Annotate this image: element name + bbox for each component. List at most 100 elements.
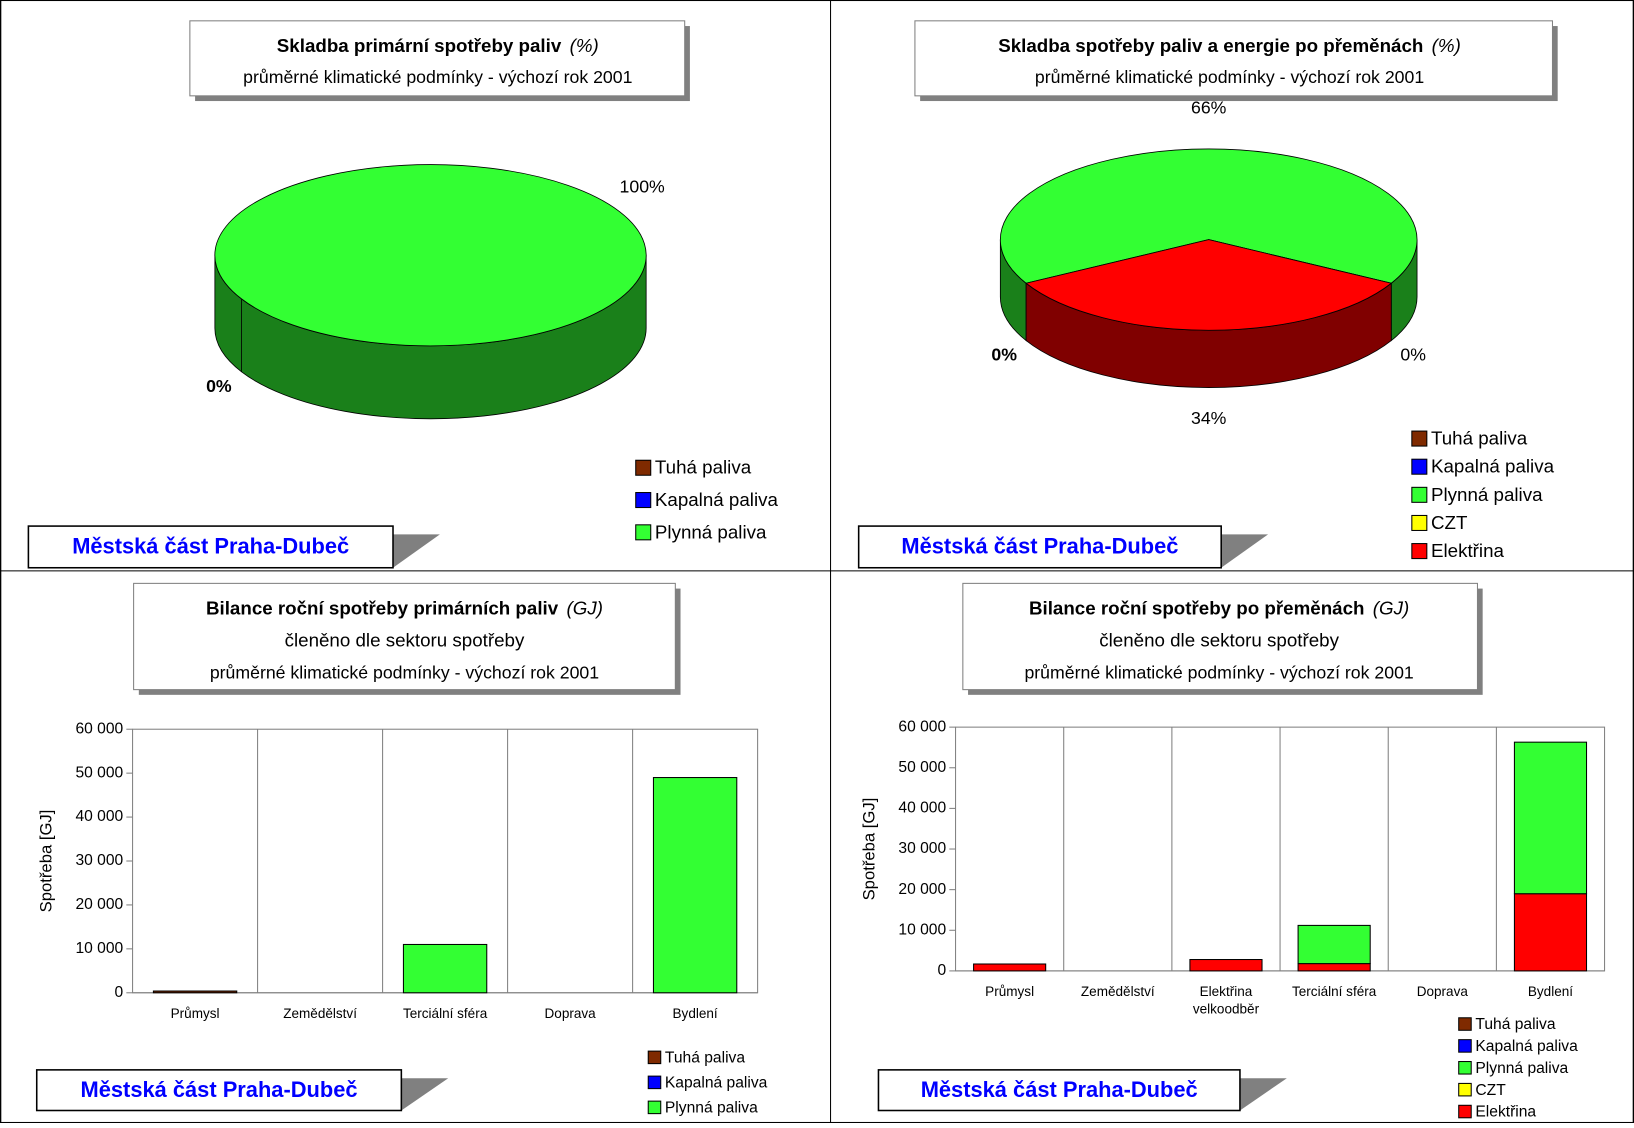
footer-box — [27, 525, 394, 569]
title-unit: (%) — [570, 35, 599, 56]
pie-slice — [214, 164, 647, 347]
subtitle: členěno dle sektoru spotřeby — [285, 630, 525, 651]
chart-title: Skladba spotřeby paliv a energie po přem… — [998, 35, 1461, 56]
title-text: Bilance roční spotřeby po přeměnách — [1029, 597, 1365, 618]
legend-label: Tuhá paliva — [1431, 428, 1528, 449]
legend-swatch — [647, 1075, 662, 1090]
data-label: 66% — [1191, 98, 1227, 118]
data-label: 0% — [206, 376, 232, 396]
title-text: Skladba spotřeby paliv a energie po přem… — [998, 35, 1423, 56]
title-box — [189, 20, 686, 97]
legend-label: Kapalná paliva — [655, 489, 779, 510]
title-text: Bilance roční spotřeby primárních paliv — [206, 597, 559, 618]
footer-label: Městská část Praha-Dubeč — [921, 1077, 1198, 1102]
pie-slice — [999, 148, 1418, 284]
footer-box — [857, 525, 1222, 569]
title-box — [914, 20, 1553, 97]
legend-swatch — [1411, 543, 1428, 560]
subtitle: členěno dle sektoru spotřeby — [1099, 630, 1339, 651]
y-tick-label: 0 — [937, 962, 946, 979]
title-box — [962, 582, 1478, 691]
legend-label: CZT — [1475, 1082, 1506, 1099]
legend-swatch — [647, 1050, 662, 1065]
y-tick-label: 10 000 — [75, 940, 123, 957]
subtitle: průměrné klimatické podmínky - výchozí r… — [1024, 663, 1413, 683]
legend-label: Tuhá paliva — [665, 1050, 745, 1067]
x-tick-label: Elektřina velkoodběr — [1192, 983, 1260, 1017]
legend-label: Plynná paliva — [655, 521, 767, 542]
y-axis-label: Spotřeba [GJ] — [37, 810, 56, 913]
x-tick-label: Průmysl — [170, 1005, 220, 1021]
footer-box — [877, 1069, 1241, 1112]
x-tick-label: Bydlení — [672, 1005, 718, 1021]
footer-label: Městská část Praha-Dubeč — [81, 1077, 358, 1102]
y-tick-label: 60 000 — [898, 718, 946, 735]
legend-swatch — [1411, 514, 1428, 531]
title-unit: (%) — [1432, 35, 1461, 56]
y-tick-label: 50 000 — [898, 759, 946, 776]
legend-label: Tuhá paliva — [655, 457, 752, 478]
x-tick-label-box: Zemědělství — [283, 1005, 357, 1021]
legend-label: Kapalná paliva — [1475, 1038, 1578, 1055]
bar-segment — [1297, 963, 1371, 972]
pie-slice — [1025, 239, 1393, 331]
bar-segment — [973, 963, 1047, 972]
legend-swatch — [1458, 1061, 1472, 1075]
y-tick-label: 60 000 — [75, 720, 123, 737]
chart-title: Bilance roční spotřeby primárních paliv (… — [206, 597, 603, 618]
footer-label: Městská část Praha-Dubeč — [72, 534, 349, 559]
y-tick-label: 40 000 — [75, 808, 123, 825]
x-tick-label: Doprava — [1416, 983, 1468, 1000]
legend-label: Elektřina — [1475, 1104, 1536, 1121]
subtitle: průměrné klimatické podmínky - výchozí r… — [210, 663, 599, 683]
legend-swatch — [1411, 458, 1428, 475]
x-tick-label-box: Bydlení — [1527, 983, 1574, 1000]
x-tick-label: Bydlení — [1527, 983, 1574, 1000]
data-label: 100% — [620, 177, 666, 197]
legend-label: Kapalná paliva — [665, 1075, 768, 1092]
legend-swatch — [1458, 1039, 1472, 1053]
y-tick-label: 20 000 — [75, 896, 123, 913]
x-tick-label-box: Doprava — [545, 1005, 596, 1021]
title-unit: (GJ) — [1373, 597, 1409, 618]
y-axis-label: Spotřeba [GJ] — [860, 798, 879, 901]
legend-swatch — [635, 492, 652, 509]
y-tick-label: 20 000 — [898, 881, 946, 898]
y-tick-label: 0 — [115, 984, 124, 1001]
legend-swatch — [1411, 486, 1428, 503]
title-text: Skladba primární spotřeby paliv — [277, 35, 562, 56]
legend-label: Kapalná paliva — [1431, 456, 1555, 477]
x-tick-label-box: Průmysl — [170, 1005, 220, 1021]
x-tick-label-box: Průmysl — [985, 983, 1035, 1000]
bar-segment — [1297, 924, 1371, 965]
bar-segment — [1189, 959, 1263, 972]
legend-swatch — [635, 459, 652, 476]
chart-title: Bilance roční spotřeby po přeměnách (GJ) — [1029, 597, 1409, 618]
bar-segment — [652, 777, 738, 994]
x-tick-label-box: Terciální sféra — [1291, 983, 1377, 1000]
legend-label: Plynná paliva — [1475, 1060, 1568, 1077]
chart-title: Skladba primární spotřeby paliv (%) — [277, 35, 599, 56]
footer-shadow — [1239, 1078, 1287, 1111]
y-tick-label: 40 000 — [898, 800, 946, 817]
title-box — [133, 582, 676, 691]
y-tick-label: 30 000 — [75, 852, 123, 869]
legend-label: Tuhá paliva — [1475, 1016, 1555, 1033]
title-unit: (GJ) — [567, 597, 603, 618]
x-tick-label: Terciální sféra — [1291, 983, 1377, 1000]
x-tick-label-box: Zemědělství — [1081, 983, 1155, 999]
legend-swatch — [1458, 1082, 1472, 1097]
data-label: 0% — [1400, 345, 1426, 365]
y-tick-label: 10 000 — [898, 921, 946, 938]
data-label: 34% — [1191, 408, 1227, 428]
legend-swatch — [1458, 1104, 1472, 1119]
x-tick-label: Terciální sféra — [402, 1005, 488, 1021]
x-tick-label-box: Bydlení — [672, 1005, 718, 1021]
legend-label: Plynná paliva — [1431, 484, 1543, 505]
footer-label: Městská část Praha-Dubeč — [901, 534, 1178, 559]
footer-box — [35, 1069, 403, 1112]
x-tick-label: Průmysl — [985, 983, 1035, 1000]
legend-swatch — [635, 524, 652, 541]
x-tick-label-box: Doprava — [1416, 983, 1468, 1000]
